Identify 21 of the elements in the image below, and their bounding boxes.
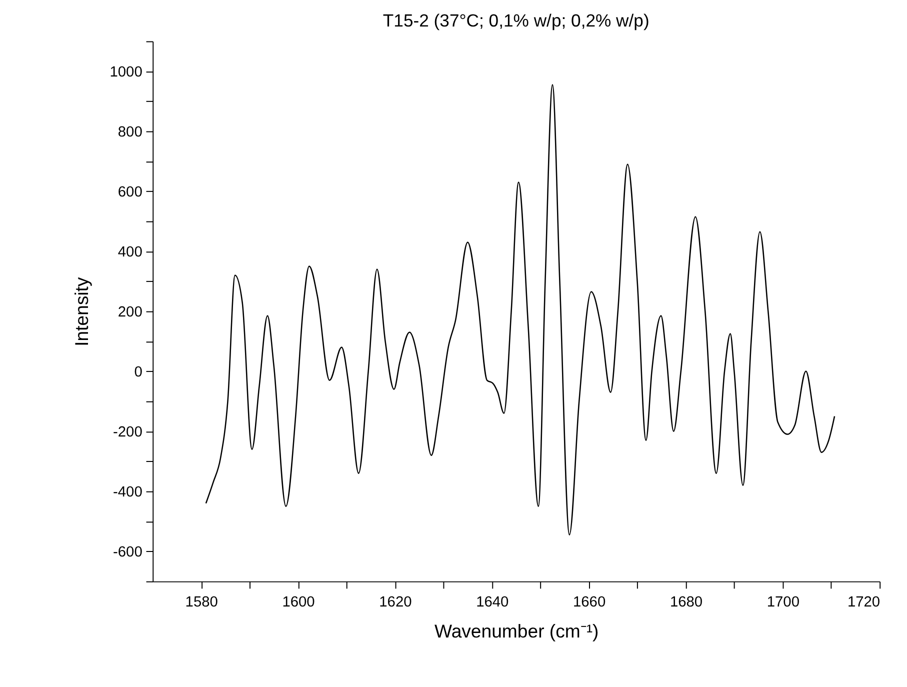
x-tick-label: 1680 bbox=[670, 594, 703, 610]
y-tick-label: -200 bbox=[113, 424, 142, 441]
x-tick-label: 1720 bbox=[847, 594, 880, 610]
y-tick-label: 800 bbox=[118, 124, 142, 141]
x-tick-label: 1640 bbox=[476, 594, 509, 610]
line-series bbox=[205, 84, 836, 536]
chart-title: T15-2 (37°C; 0,1% w/p; 0,2% w/p) bbox=[382, 10, 650, 31]
y-tick-label: 400 bbox=[118, 244, 142, 261]
x-tick-label: 1660 bbox=[573, 594, 606, 610]
x-axis-title: Wavenumber (cm⁻¹) bbox=[434, 620, 599, 642]
x-tick-label: 1600 bbox=[282, 594, 315, 610]
y-axis-title: Intensity bbox=[71, 276, 92, 346]
x-tick-label: 1700 bbox=[766, 594, 800, 610]
y-tick-label: 600 bbox=[118, 184, 142, 201]
x-tick-label: 1620 bbox=[379, 594, 412, 610]
y-tick-label: 0 bbox=[134, 364, 142, 381]
y-tick-label: -600 bbox=[113, 544, 142, 561]
x-tick-label: 1580 bbox=[185, 594, 218, 610]
y-tick-label: 1000 bbox=[110, 64, 142, 81]
y-tick-label: -400 bbox=[113, 484, 142, 501]
y-tick-label: 200 bbox=[118, 304, 142, 321]
